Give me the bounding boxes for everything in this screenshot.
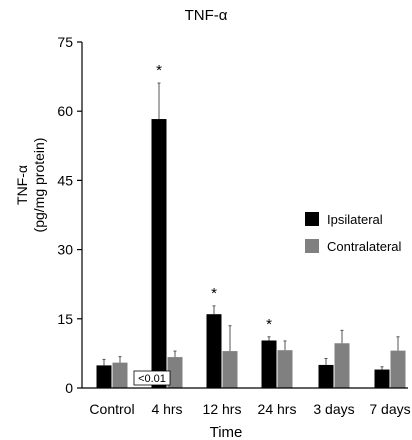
y-tick-label: 45 <box>57 172 73 188</box>
annotation-text: <0.01 <box>138 373 166 385</box>
bar-contralateral <box>167 357 183 388</box>
x-axis: Control 4 hrs 12 hrs 24 hrs 3 days 7 days <box>82 387 411 417</box>
x-tick-label: 7 days <box>369 401 410 417</box>
legend-label-ipsilateral: Ipsilateral <box>327 212 383 227</box>
bar-contralateral <box>334 343 350 388</box>
y-axis-label: TNF-α (pg/mg protein) <box>14 138 47 233</box>
bar-ipsilateral <box>151 119 167 388</box>
bar-ipsilateral <box>96 365 112 388</box>
significance-marker: * <box>266 316 272 333</box>
bar-contralateral <box>390 350 406 388</box>
bar-ipsilateral <box>261 340 277 388</box>
y-tick-label: 75 <box>57 34 73 50</box>
x-tick-label: Control <box>89 401 134 417</box>
x-axis-label: Time <box>210 424 243 440</box>
bar-ipsilateral <box>374 369 390 388</box>
annotation-box <box>133 370 171 386</box>
y-tick-label: 30 <box>57 242 73 258</box>
legend: Ipsilateral Contralateral <box>305 212 402 254</box>
y-axis-label-line1: TNF-α <box>14 165 30 205</box>
y-tick-label: 0 <box>65 380 73 396</box>
x-tick-label: 4 hrs <box>151 401 182 417</box>
y-axis-label-line2: (pg/mg protein) <box>31 138 47 233</box>
significance-marker: * <box>211 285 217 302</box>
y-axis: 0 15 30 45 60 75 <box>57 34 83 396</box>
y-tick-label: 60 <box>57 103 73 119</box>
significance-marker: * <box>156 62 162 79</box>
bars: * * * <0.01 <box>96 62 406 388</box>
x-tick-label: 24 hrs <box>258 401 297 417</box>
bar-contralateral <box>112 362 128 388</box>
x-tick-label: 3 days <box>313 401 354 417</box>
bar-ipsilateral <box>206 314 222 388</box>
chart-title: TNF-α <box>185 7 228 24</box>
legend-label-contralateral: Contralateral <box>327 239 402 254</box>
bar-contralateral <box>222 351 238 388</box>
y-tick-label: 15 <box>57 311 73 327</box>
bar-contralateral <box>277 350 293 388</box>
legend-swatch-ipsilateral <box>305 212 319 226</box>
x-tick-label: 12 hrs <box>203 401 242 417</box>
bar-ipsilateral <box>318 364 334 388</box>
legend-swatch-contralateral <box>305 239 319 253</box>
